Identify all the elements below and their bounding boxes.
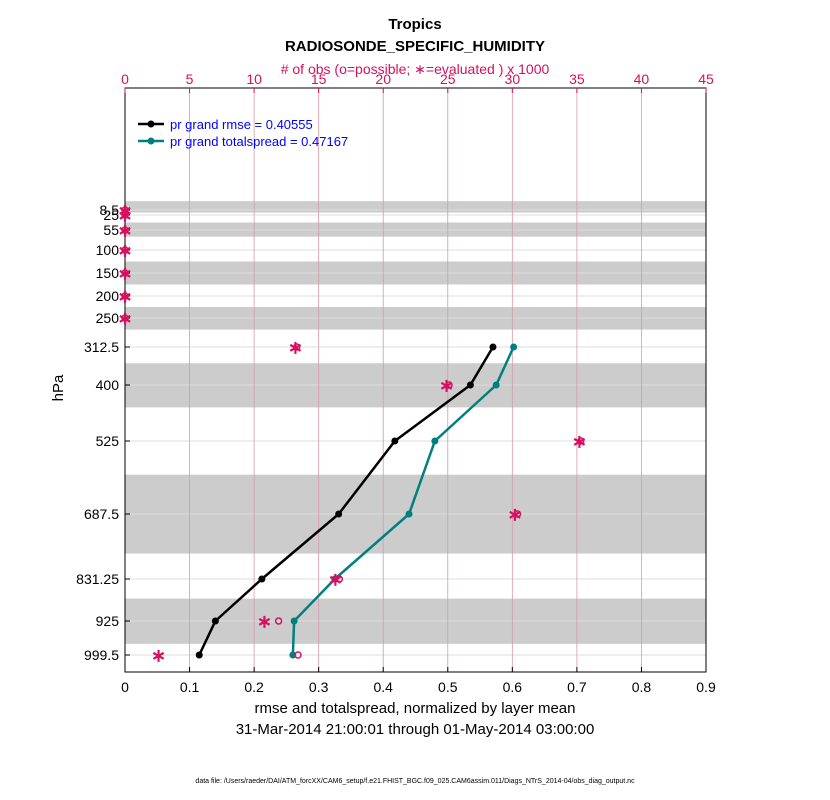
top-tick-label: 5: [186, 71, 194, 87]
obs-evaluated-marker: ∗: [117, 201, 132, 221]
x-tick-label: 0.5: [438, 679, 458, 695]
footer-data-file: data file: /Users/raeder/DAI/ATM_forcXX/…: [195, 778, 635, 785]
series-point-0: [466, 381, 474, 389]
y-tick-label: 687.5: [84, 506, 119, 522]
obs-evaluated-marker: ∗: [151, 646, 166, 666]
y-tick-label: 312.5: [84, 339, 119, 355]
x-tick-label: 0.9: [696, 679, 716, 695]
series-point-1: [510, 343, 518, 351]
obs-possible-marker: [121, 269, 129, 277]
obs-possible-marker: [121, 292, 129, 300]
series-point-1: [492, 381, 500, 389]
series-point-1: [405, 510, 413, 518]
obs-possible-marker: [121, 226, 129, 234]
legend: pr grand rmse = 0.40555 pr grand totalsp…: [138, 117, 348, 149]
obs-evaluated-marker: ∗: [117, 241, 132, 261]
legend-label-totalspread: pr grand totalspread = 0.47167: [170, 134, 348, 149]
legend-marker-totalspread: [147, 137, 155, 145]
obs-possible-marker: [294, 651, 302, 659]
series-point-0: [195, 651, 203, 659]
series-point-0: [391, 437, 399, 445]
horizontal-gridlines: [125, 209, 706, 656]
y-tick-label: 925: [96, 613, 120, 629]
obs-possible-marker: [445, 381, 453, 389]
y-tick-label: 999.5: [84, 647, 119, 663]
top-tick-label: 35: [569, 71, 585, 87]
top-tick-label: 0: [121, 71, 129, 87]
y-tick-label: 525: [96, 433, 120, 449]
y-tick-label: 831.25: [76, 571, 119, 587]
top-tick-label: 25: [440, 71, 456, 87]
obs-evaluated-marker: ∗: [572, 432, 587, 452]
top-tick-label: 10: [246, 71, 262, 87]
vertical-gridlines: [189, 88, 642, 672]
series-point-0: [258, 575, 266, 583]
series-point-0: [335, 510, 343, 518]
y-tick-label: 250: [96, 310, 120, 326]
y-tick-label: 25: [103, 207, 119, 223]
shaded-bands: [125, 201, 706, 644]
top-axis-ticks: 0 5 10 15 20 25 30 35 40 45: [121, 71, 714, 93]
obs-evaluated-marker: ∗: [117, 206, 132, 226]
obs-evaluated-marker: ∗: [507, 505, 522, 525]
legend-marker-rmse: [147, 120, 155, 128]
bottom-axis-ticks: 0 0.1 0.2 0.3 0.4 0.5 0.6 0.7 0.8 0.9: [121, 667, 716, 695]
obs-possible-marker: [274, 617, 283, 625]
obs-possible-marker: [513, 510, 522, 518]
obs-evaluated-marker: ∗: [117, 221, 132, 241]
x-tick-label: 0.7: [567, 679, 587, 695]
x-tick-label: 0.3: [309, 679, 329, 695]
top-tick-label: 40: [634, 71, 650, 87]
y-axis-label: hPa: [50, 374, 67, 401]
date-range: 31-Mar-2014 21:00:01 through 01-May-2014…: [236, 721, 595, 738]
top-axis-label: # of obs (o=possible; ∗=evaluated ) x 10…: [281, 61, 550, 77]
y-tick-label: 200: [96, 288, 120, 304]
series-point-1: [431, 437, 439, 445]
chart-subtitle: RADIOSONDE_SPECIFIC_HUMIDITY: [285, 38, 545, 55]
x-tick-label: 0.1: [180, 679, 200, 695]
y-tick-label: 100: [96, 242, 120, 258]
obs-possible-marker: [121, 246, 129, 254]
y-tick-label: 150: [96, 265, 120, 281]
y-tick-label: 400: [96, 377, 120, 393]
obs-evaluated-marker: ∗: [117, 287, 132, 307]
x-tick-label: 0.6: [503, 679, 523, 695]
obs-evaluated-marker: ∗: [117, 264, 132, 284]
shaded-band: [125, 201, 706, 213]
x-tick-label: 0.2: [244, 679, 264, 695]
series-point-0: [211, 617, 219, 625]
obs-possible-marker: [335, 575, 344, 583]
plot-frame: [124, 87, 707, 673]
obs-evaluated-marker: ∗: [439, 376, 454, 396]
x-tick-label: 0.8: [632, 679, 652, 695]
obs-possible-marker: [292, 343, 301, 351]
obs-count-markers: ∗∗∗∗∗∗∗∗∗∗∗∗∗∗: [117, 201, 587, 666]
series-point-1: [289, 651, 297, 659]
obs-possible-marker: [577, 437, 585, 445]
top-tick-label: 30: [505, 71, 521, 87]
obs-possible-marker: [121, 314, 129, 322]
obs-possible-marker: [121, 211, 129, 219]
chart-title: Tropics: [388, 16, 441, 33]
x-tick-label: 0: [121, 679, 129, 695]
top-tick-label: 20: [375, 71, 391, 87]
top-tick-label: 15: [311, 71, 327, 87]
y-tick-label: 8.5: [100, 202, 120, 218]
x-tick-label: 0.4: [373, 679, 393, 695]
obs-evaluated-marker: ∗: [257, 612, 272, 632]
top-tick-label: 45: [698, 71, 714, 87]
obs-evaluated-marker: ∗: [328, 570, 343, 590]
legend-label-rmse: pr grand rmse = 0.40555: [170, 117, 313, 132]
obs-possible-marker: [121, 206, 129, 214]
series-point-0: [489, 343, 497, 351]
x-axis-label: rmse and totalspread, normalized by laye…: [255, 700, 576, 717]
obs-evaluated-marker: ∗: [117, 309, 132, 329]
series-point-1: [290, 617, 298, 625]
y-tick-label: 55: [103, 222, 119, 238]
obs-evaluated-marker: ∗: [288, 338, 303, 358]
